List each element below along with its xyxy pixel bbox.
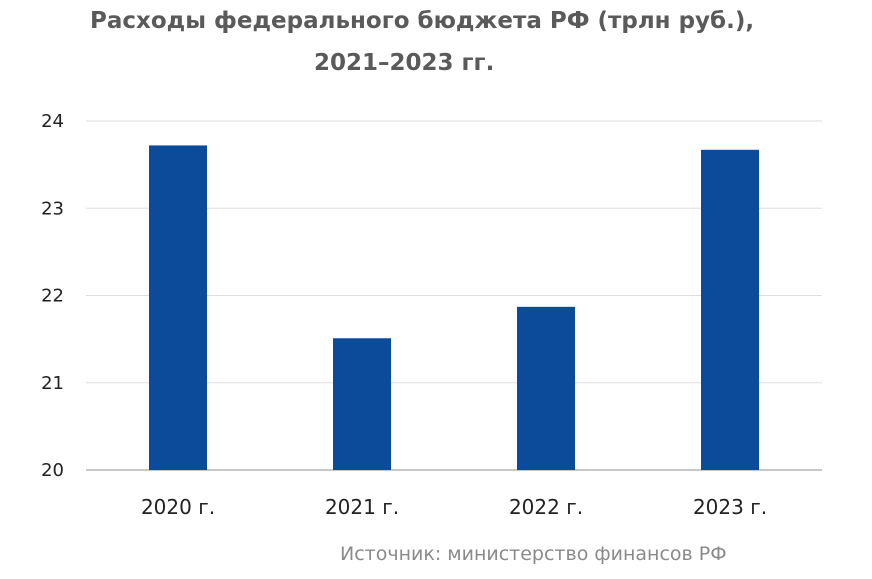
x-tick-label: 2020 г. xyxy=(141,495,215,519)
x-tick-label: 2023 г. xyxy=(693,495,767,519)
bar-4 xyxy=(701,149,759,471)
x-axis: 2020 г. 2021 г. 2022 г. 2023 г. xyxy=(141,495,767,519)
x-tick-label: 2022 г. xyxy=(509,495,583,519)
bar-1 xyxy=(149,145,207,470)
chart-title-line-1: Расходы федерального бюджета РФ (трлн ру… xyxy=(90,8,755,34)
y-tick-label: 21 xyxy=(41,373,64,394)
bar-2 xyxy=(333,338,391,470)
y-tick-label: 20 xyxy=(41,460,64,481)
gridlines xyxy=(86,120,822,471)
chart-title: Расходы федерального бюджета РФ (трлн ру… xyxy=(0,0,872,100)
y-tick-label: 24 xyxy=(41,111,64,132)
chart-title-line-2: 2021–2023 гг. xyxy=(314,50,495,76)
bar-3 xyxy=(517,306,575,470)
source-note: Источник: министерство финансов РФ xyxy=(340,543,727,565)
y-tick-label: 22 xyxy=(41,286,64,307)
y-tick-label: 23 xyxy=(41,198,64,219)
y-axis: 20 21 22 23 24 xyxy=(41,111,64,481)
bars xyxy=(149,145,759,471)
x-tick-label: 2021 г. xyxy=(325,495,399,519)
